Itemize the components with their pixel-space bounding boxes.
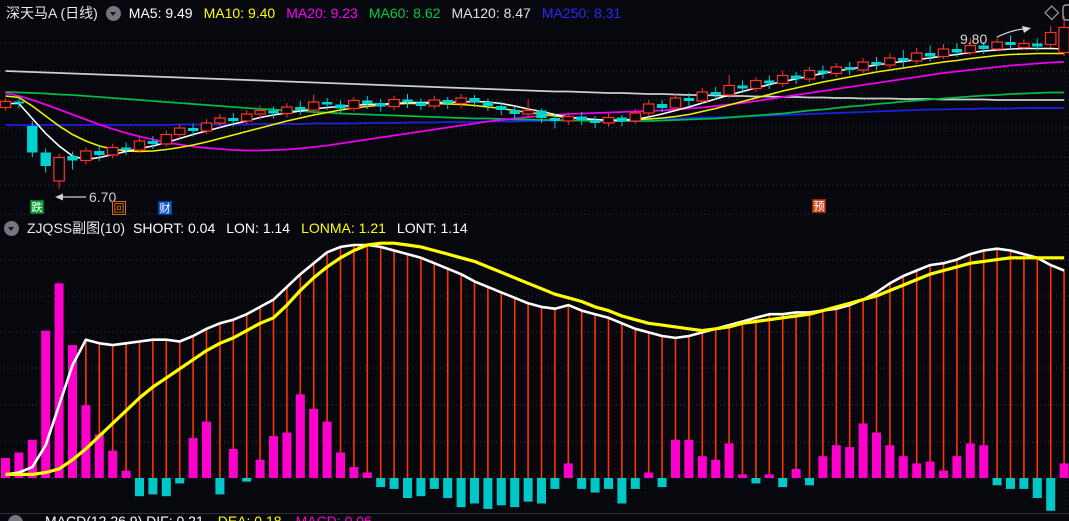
ma-legend: MA5: 9.49 MA10: 9.40 MA20: 9.23 MA60: 8.62 M… [129, 5, 632, 21]
collapse-chevron-icon[interactable] [8, 515, 23, 521]
low-price-annotation: 6.70 [89, 189, 116, 205]
corner-icons [1039, 3, 1069, 23]
indicator-line-lonma [5, 241, 1065, 476]
price-annotations: 6.70 9.80 [55, 26, 1031, 205]
news-badge-yu[interactable]: 预 [812, 199, 826, 213]
legend-item-short: SHORT: 0.04 [133, 220, 216, 236]
news-badge-cai[interactable]: 财 [158, 201, 172, 215]
legend-item-ma20: MA20: 9.23 [286, 5, 358, 21]
ma-line-ma60 [5, 91, 1065, 122]
collapse-chevron-icon[interactable] [105, 5, 121, 21]
legend-item-ma120: MA120: 8.47 [451, 5, 531, 21]
legend-item-lon: LON: 1.14 [226, 220, 291, 236]
sub-chart-header: ZJQSS副图(10) SHORT: 0.04 LON: 1.14 LONMA: 1… [4, 219, 479, 237]
panel-divider [0, 513, 1069, 514]
ma-line-ma20 [5, 61, 1065, 152]
corner-icons-svg [1044, 4, 1069, 21]
diamond-icon[interactable] [1044, 5, 1060, 21]
legend-item-ma60: MA60: 8.62 [368, 5, 441, 21]
high-price-annotation: 9.80 [960, 31, 987, 47]
legend-item-ma10: MA10: 9.40 [203, 5, 276, 21]
sub-indicator-legend: SHORT: 0.04 LON: 1.14 LONMA: 1.21 LONT: 1.1… [133, 220, 479, 236]
sub-gridlines [0, 220, 1069, 511]
main-chart-canvas[interactable]: 6.70 9.80 [0, 0, 1069, 215]
legend-item-ma250: MA250: 8.31 [541, 5, 622, 21]
legend-item-lonma: LONMA: 1.21 [301, 220, 386, 236]
partial-panel-icon[interactable] [1062, 4, 1069, 21]
news-badge-die[interactable]: 跌 [30, 200, 44, 214]
ma-line-ma250 [5, 107, 1065, 126]
bottom-strip-segment-2: MACD: 0.06 [296, 514, 372, 521]
bottom-strip-segment-1: DEA: 0.18 [218, 514, 282, 521]
sub-chart-canvas[interactable] [0, 216, 1069, 513]
stock-title: 深天马A (日线) [6, 5, 98, 21]
indicator-line-lon [5, 243, 1065, 476]
bottom-strip-segment-0: MACD(12,26,9) DIF: 0.21 [45, 514, 204, 521]
ma-line-ma120 [5, 70, 1065, 101]
legend-item-lont: LONT: 1.14 [396, 220, 468, 236]
short-histogram [1, 283, 1069, 511]
bottom-strip-segments: MACD(12,26,9) DIF: 0.21 DEA: 0.18 MACD: 0.… [45, 514, 372, 521]
news-badge-hui[interactable]: 回 [112, 201, 126, 215]
candles [0, 16, 1069, 189]
legend-item-ma5: MA5: 9.49 [128, 5, 193, 21]
main-chart-header: 深天马A (日线) MA5: 9.49 MA10: 9.40 MA20: 9.23 M… [6, 4, 632, 22]
ma-line-ma10 [5, 52, 1065, 153]
bottom-indicator-strip-clipped[interactable]: MACD(12,26,9) DIF: 0.21 DEA: 0.18 MACD: 0.… [0, 514, 1069, 521]
lon-stems [31, 245, 1065, 478]
sub-indicator-title: ZJQSS副图(10) [27, 220, 126, 236]
collapse-chevron-icon[interactable] [4, 220, 19, 236]
main-gridlines [0, 26, 1069, 215]
